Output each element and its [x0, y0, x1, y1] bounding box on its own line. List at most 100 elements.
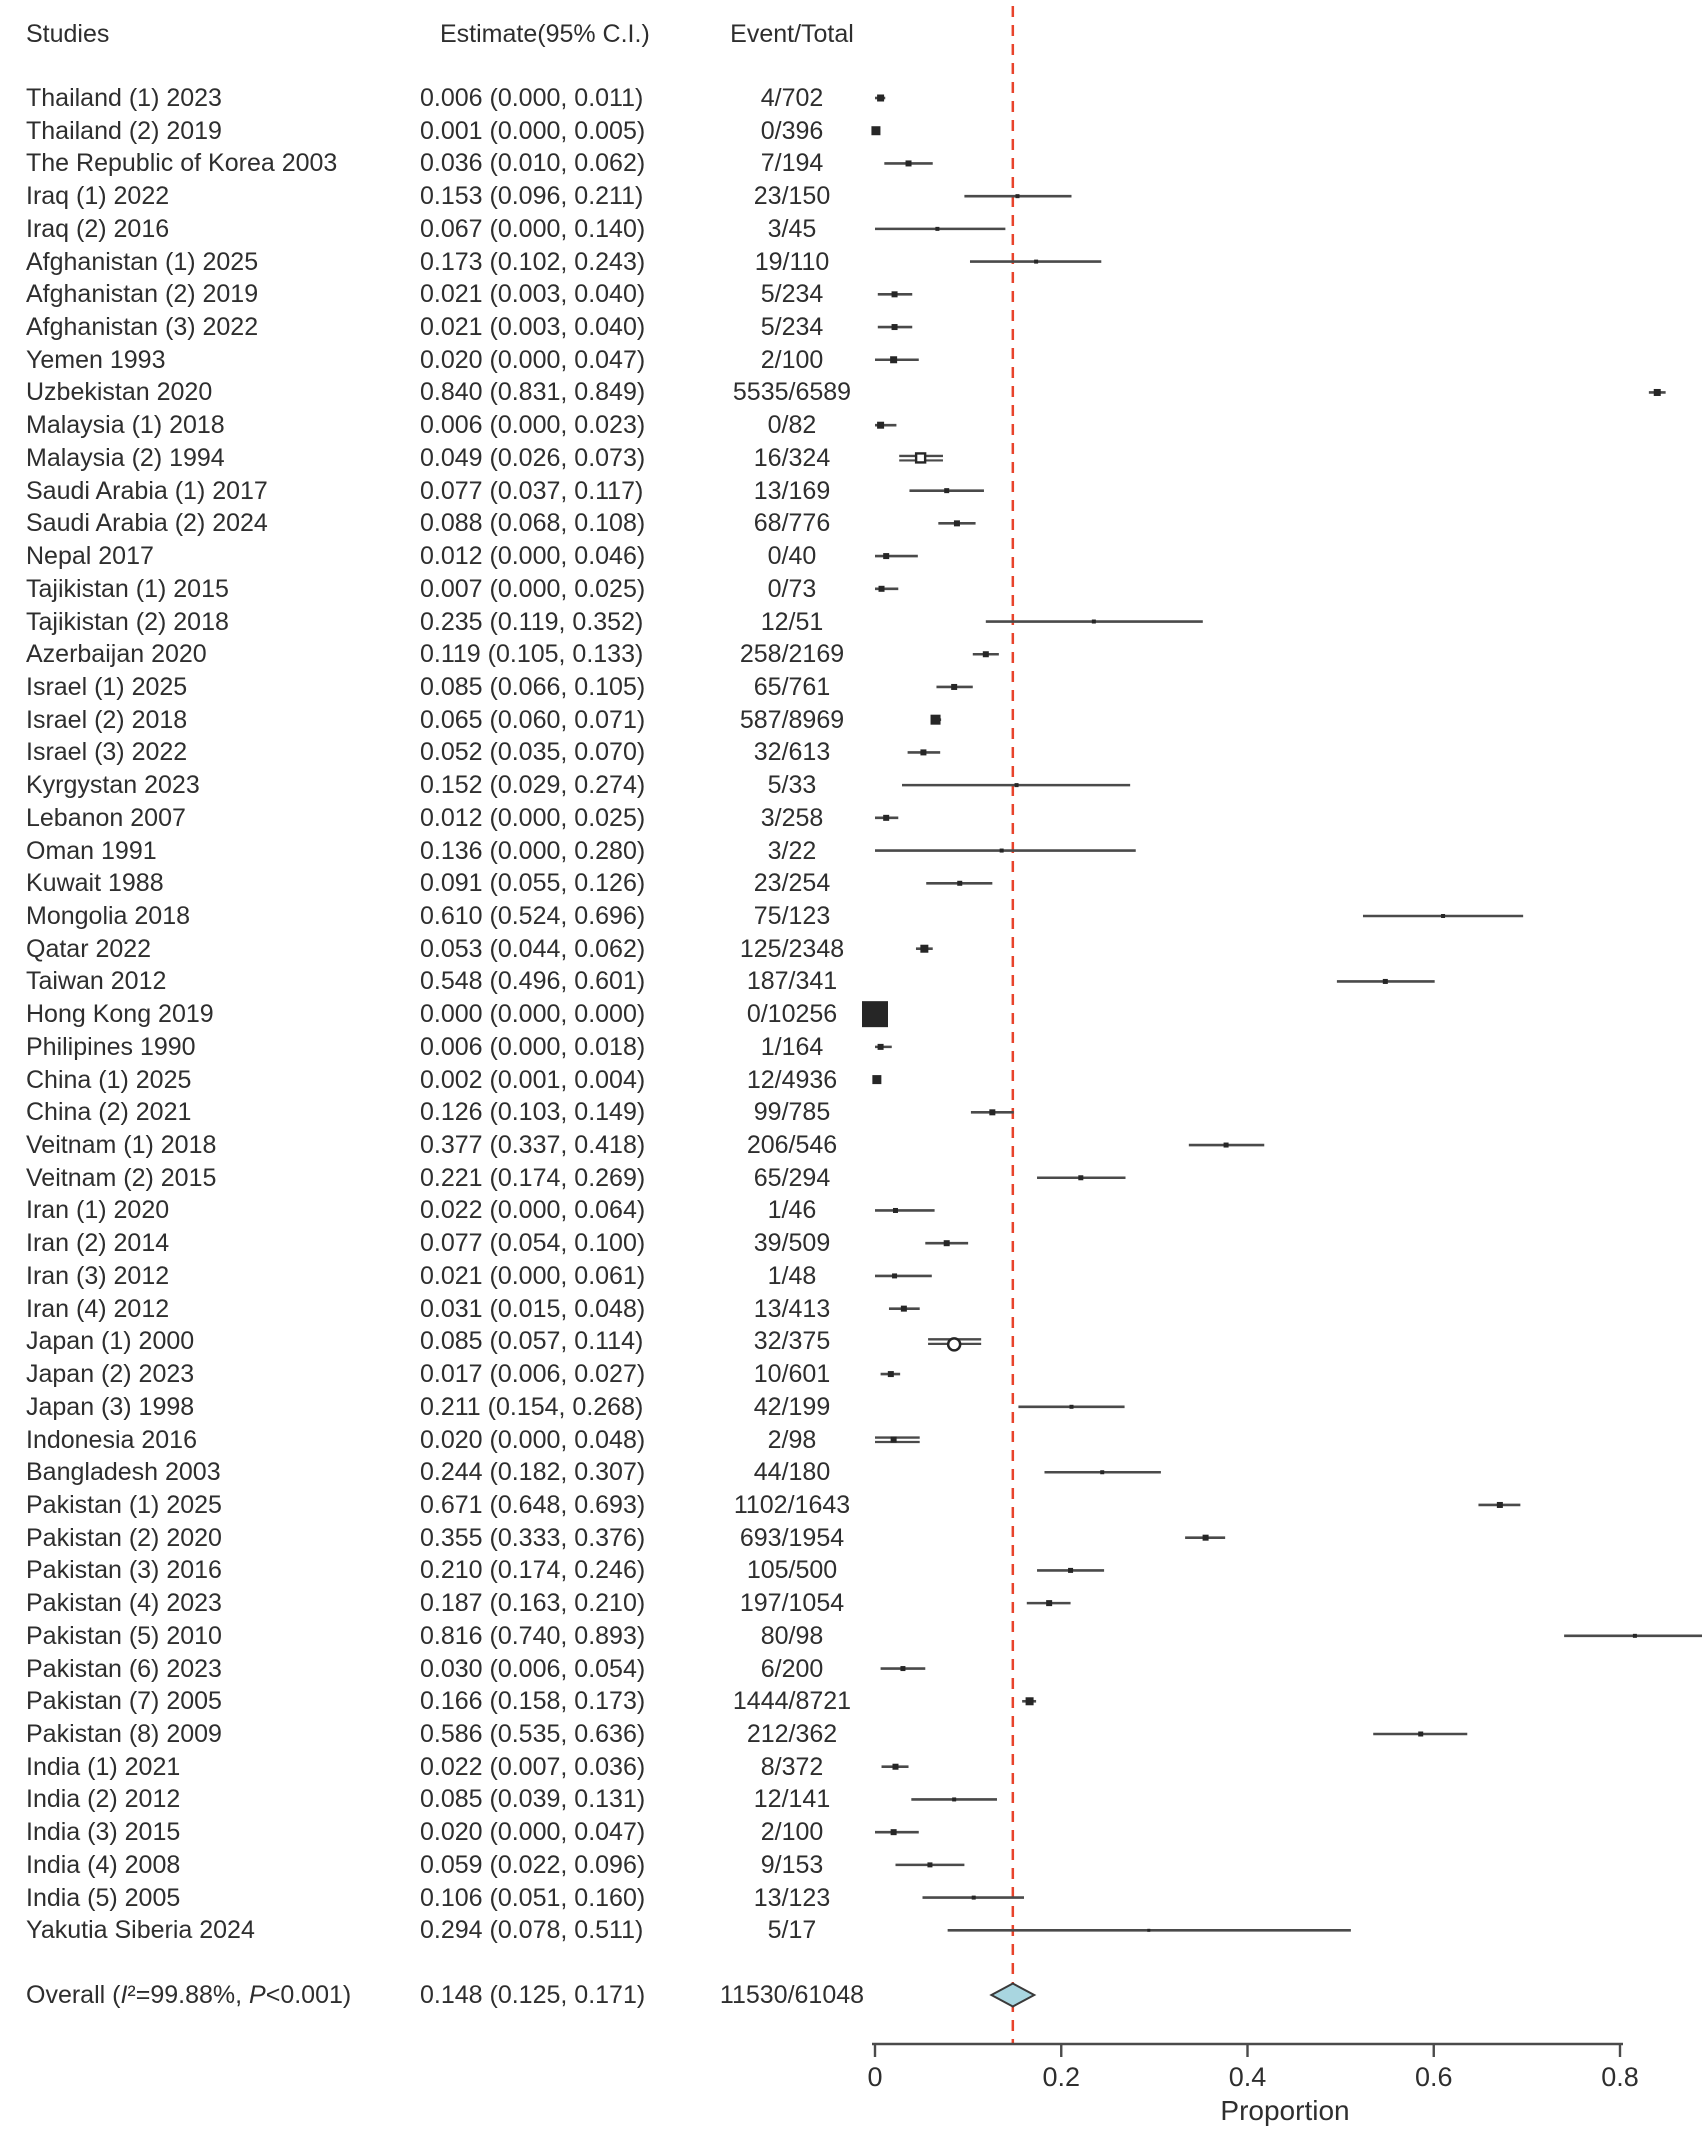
study-row: Iran (3) 2012 0.021 (0.000, 0.061) 1/48	[0, 1260, 1702, 1292]
study-row: Thailand (1) 2023 0.006 (0.000, 0.011) 4/7…	[0, 82, 1702, 114]
estimate-marker	[887, 1371, 894, 1378]
header-estimate: Estimate(95% C.I.)	[440, 20, 650, 48]
estimate-marker	[892, 1273, 898, 1279]
estimate-marker	[1382, 978, 1388, 984]
study-row: Israel (1) 2025 0.085 (0.066, 0.105) 65/76…	[0, 671, 1702, 703]
study-row: Mongolia 2018 0.610 (0.524, 0.696) 75/123	[0, 900, 1702, 932]
event-total-value: 39/509	[753, 1229, 831, 1258]
event-total-value: 68/776	[753, 509, 831, 538]
estimate-marker-open-circle	[946, 1337, 962, 1352]
event-total-value: 206/546	[746, 1131, 838, 1160]
event-total-value: 1/46	[767, 1196, 817, 1225]
study-row: Veitnam (2) 2015 0.221 (0.174, 0.269) 65/2…	[0, 1162, 1702, 1194]
event-total-value: 16/324	[753, 443, 831, 472]
study-label: Bangladesh 2003	[26, 1458, 221, 1487]
estimate-value: 0.548 (0.496, 0.601)	[420, 967, 646, 996]
study-label: Israel (3) 2022	[26, 738, 188, 767]
study-row: Qatar 2022 0.053 (0.044, 0.062) 125/2348	[0, 933, 1702, 965]
event-total-value: 80/98	[760, 1621, 824, 1650]
estimate-value: 0.022 (0.000, 0.064)	[420, 1196, 646, 1225]
estimate-marker	[892, 1207, 898, 1213]
estimate-marker-open-square	[914, 452, 927, 464]
estimate-value: 0.173 (0.102, 0.243)	[420, 247, 646, 276]
study-label: Yakutia Siberia 2024	[26, 1916, 255, 1945]
estimate-value: 0.244 (0.182, 0.307)	[420, 1458, 646, 1487]
event-total-value: 187/341	[746, 967, 838, 996]
estimate-value: 0.221 (0.174, 0.269)	[420, 1163, 646, 1192]
study-row: Nepal 2017 0.012 (0.000, 0.046) 0/40	[0, 540, 1702, 572]
axis-tick-label: 0.8	[1601, 2062, 1639, 2092]
estimate-value: 0.036 (0.010, 0.062)	[420, 149, 646, 178]
event-total-value: 197/1054	[739, 1589, 845, 1618]
estimate-marker	[1202, 1534, 1209, 1541]
study-label: Mongolia 2018	[26, 902, 191, 930]
study-row: Pakistan (7) 2005 0.166 (0.158, 0.173) 144…	[0, 1685, 1702, 1717]
study-label: Afghanistan (2) 2019	[26, 280, 259, 309]
study-label: Japan (3) 1998	[26, 1392, 195, 1421]
event-total-value: 212/362	[746, 1720, 838, 1748]
event-total-value: 4/702	[760, 84, 824, 112]
study-row: Veitnam (1) 2018 0.377 (0.337, 0.418) 206/…	[0, 1129, 1702, 1161]
event-total-value: 0/40	[767, 542, 817, 571]
estimate-marker	[1653, 388, 1661, 396]
estimate-marker	[952, 1797, 957, 1802]
event-total-value: 65/294	[753, 1163, 831, 1192]
estimate-value: 0.030 (0.006, 0.054)	[420, 1654, 646, 1683]
event-total-value: 3/45	[767, 214, 817, 243]
estimate-marker	[883, 553, 890, 560]
header-event-total: Event/Total	[730, 20, 854, 48]
estimate-marker	[944, 488, 950, 494]
study-label: Tajikistan (2) 2018	[26, 607, 229, 636]
study-label: Pakistan (6) 2023	[26, 1654, 222, 1683]
study-label: Lebanon 2007	[26, 803, 186, 832]
event-total-value: 2/100	[760, 1818, 824, 1847]
study-row: Iraq (2) 2016 0.067 (0.000, 0.140) 3/45	[0, 213, 1702, 245]
event-total-value: 65/761	[753, 672, 831, 701]
estimate-value: 0.294 (0.078, 0.511)	[420, 1916, 644, 1945]
event-total-value: 12/51	[760, 607, 824, 636]
event-total-value: 75/123	[753, 902, 831, 930]
study-row: Japan (2) 2023 0.017 (0.006, 0.027) 10/601	[0, 1358, 1702, 1390]
overall-label-part: =99.88%,	[135, 1981, 250, 2009]
estimate-value: 0.610 (0.524, 0.696)	[420, 902, 646, 930]
event-total-value: 10/601	[753, 1360, 831, 1389]
study-row: Taiwan 2012 0.548 (0.496, 0.601) 187/341	[0, 965, 1702, 997]
estimate-marker	[883, 814, 890, 821]
event-total-value: 125/2348	[739, 934, 845, 963]
study-label: Nepal 2017	[26, 542, 154, 571]
event-total-value: 1444/8721	[732, 1687, 852, 1716]
event-total-value: 5/234	[760, 313, 824, 342]
study-row: Hong Kong 2019 0.000 (0.000, 0.000) 0/1025…	[0, 998, 1702, 1030]
study-label: Indonesia 2016	[26, 1425, 197, 1454]
study-label: Malaysia (2) 1994	[26, 443, 225, 472]
estimate-value: 0.085 (0.039, 0.131)	[420, 1785, 646, 1814]
event-total-value: 587/8969	[739, 705, 845, 734]
study-label: Iran (4) 2012	[26, 1294, 170, 1323]
event-total-value: 12/4936	[746, 1065, 838, 1094]
study-label: Taiwan 2012	[26, 967, 167, 996]
study-row: Pakistan (4) 2023 0.187 (0.163, 0.210) 197…	[0, 1587, 1702, 1619]
event-total-value: 105/500	[746, 1556, 838, 1585]
estimate-marker	[891, 291, 898, 298]
event-total-value: 12/141	[753, 1785, 831, 1814]
estimate-value: 0.067 (0.000, 0.140)	[420, 214, 646, 243]
study-label: India (1) 2021	[26, 1752, 181, 1781]
estimate-marker	[935, 226, 940, 231]
event-total-value: 2/98	[767, 1425, 817, 1454]
estimate-marker	[892, 1763, 899, 1770]
study-row: Japan (3) 1998 0.211 (0.154, 0.268) 42/199	[0, 1391, 1702, 1423]
study-label: India (3) 2015	[26, 1818, 181, 1847]
estimate-value: 0.017 (0.006, 0.027)	[420, 1360, 646, 1389]
study-label: Pakistan (3) 2016	[26, 1556, 222, 1585]
event-total-value: 42/199	[753, 1392, 831, 1421]
overall-event-total: 11530/61048	[719, 1981, 865, 2009]
study-label: Pakistan (5) 2010	[26, 1621, 222, 1650]
estimate-marker	[891, 324, 898, 331]
event-total-value: 5/33	[767, 771, 817, 800]
estimate-value: 0.136 (0.000, 0.280)	[420, 836, 646, 865]
estimate-value: 0.152 (0.029, 0.274)	[420, 771, 646, 800]
study-row: Pakistan (1) 2025 0.671 (0.648, 0.693) 110…	[0, 1489, 1702, 1521]
study-row: India (3) 2015 0.020 (0.000, 0.047) 2/100	[0, 1816, 1702, 1848]
estimate-marker	[900, 1305, 907, 1312]
